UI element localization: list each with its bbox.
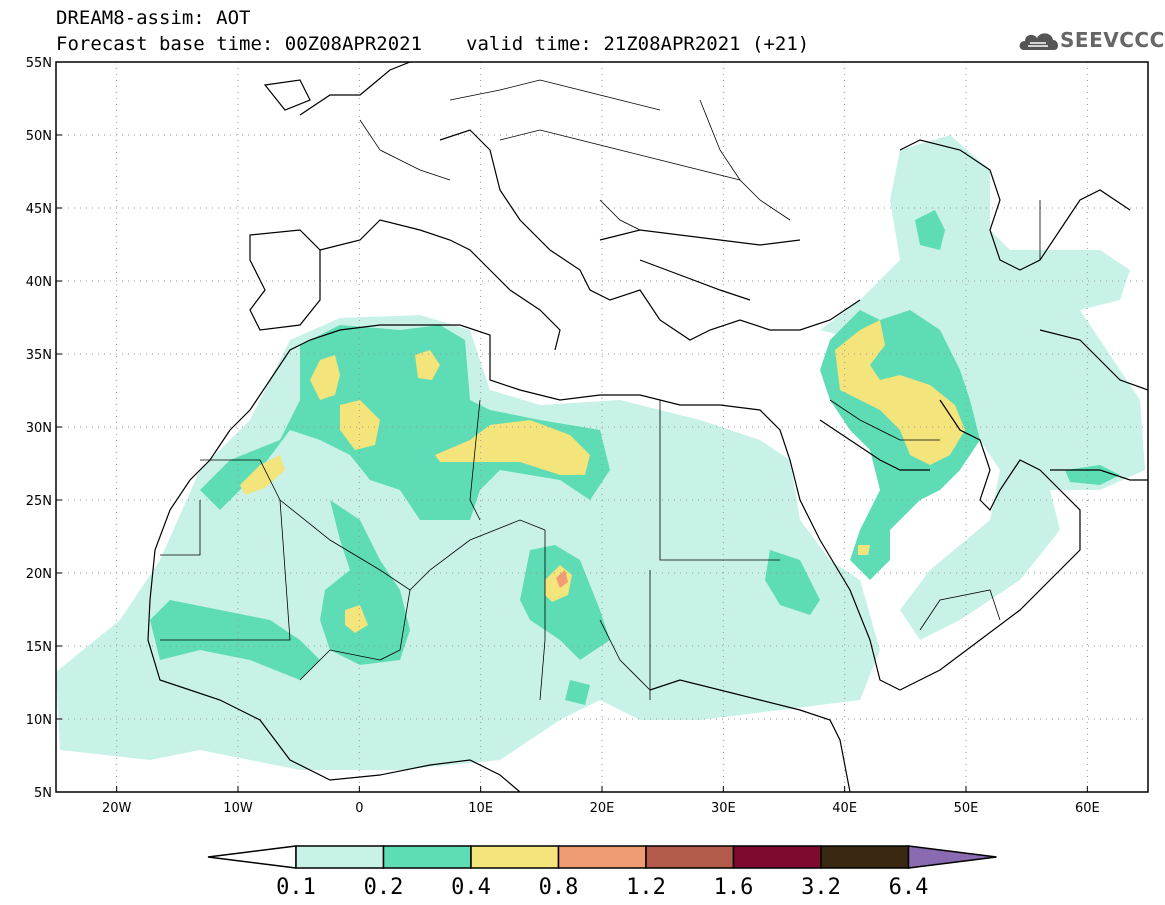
lat-label: 10N: [26, 713, 52, 728]
base-time: Forecast base time: 00Z08APR2021: [56, 33, 423, 55]
colorbar-box: [645, 845, 735, 869]
lat-label: 55N: [26, 56, 52, 71]
colorbar-label: 0.2: [364, 875, 404, 900]
colorbar-label: 6.4: [889, 875, 929, 900]
lon-label: 30E: [711, 801, 736, 816]
lon-label: 10E: [468, 801, 493, 816]
forecast-times: Forecast base time: 00Z08APR2021 valid ti…: [56, 34, 809, 54]
political-borders: [160, 79, 1041, 701]
coastlines: [147, 62, 1148, 792]
lon-label: 10W: [223, 801, 253, 816]
latitude-labels: 55N 50N 45N 40N 35N 30N 25N 20N 15N 10N 5N: [26, 56, 62, 801]
colorbar-label: 0.4: [451, 875, 491, 900]
colorbar-label: 0.8: [539, 875, 579, 900]
logo-text: SEEVCCC: [1060, 28, 1165, 52]
lat-label: 40N: [26, 275, 52, 290]
lon-label: 60E: [1075, 801, 1100, 816]
colorbar-labels: 0.1 0.2 0.4 0.8 1.2 1.6 3.2 6.4: [276, 875, 928, 900]
lon-label: 50E: [954, 801, 979, 816]
valid-time: valid time: 21Z08APR2021 (+21): [466, 33, 810, 55]
colorbar-label: 0.1: [276, 875, 316, 900]
lat-label: 15N: [26, 640, 52, 655]
colorbar-box: [470, 845, 560, 869]
lat-label: 25N: [26, 494, 52, 509]
cloud-icon: [1019, 33, 1059, 50]
aot-shading: [56, 135, 1145, 770]
colorbar-box: [382, 845, 472, 869]
aot-band-0.8: [556, 570, 568, 588]
colorbar-low-arrow: [207, 845, 297, 869]
lat-label: 20N: [26, 567, 52, 582]
colorbar-label: 1.6: [714, 875, 754, 900]
map-title: DREAM8-assim: AOT: [56, 7, 251, 29]
gridlines: [56, 62, 1148, 792]
lat-label: 5N: [34, 786, 52, 801]
colorbar-boxes: [207, 845, 997, 869]
longitude-labels: 20W 10W 0 10E 20E 30E 40E 50E 60E: [102, 786, 1100, 816]
lat-label: 30N: [26, 421, 52, 436]
colorbar-box: [732, 845, 822, 869]
colorbar-box: [820, 845, 910, 869]
lat-label: 35N: [26, 348, 52, 363]
colorbar-box: [295, 845, 385, 869]
colorbar-label: 3.2: [801, 875, 841, 900]
lon-label: 40E: [832, 801, 857, 816]
lon-label: 20W: [102, 801, 132, 816]
colorbar-box: [557, 845, 647, 869]
lat-label: 45N: [26, 202, 52, 217]
lon-label: 0: [355, 801, 363, 816]
lon-label: 20E: [590, 801, 615, 816]
colorbar-high-arrow: [907, 845, 997, 869]
lat-label: 50N: [26, 129, 52, 144]
colorbar-label: 1.2: [626, 875, 666, 900]
